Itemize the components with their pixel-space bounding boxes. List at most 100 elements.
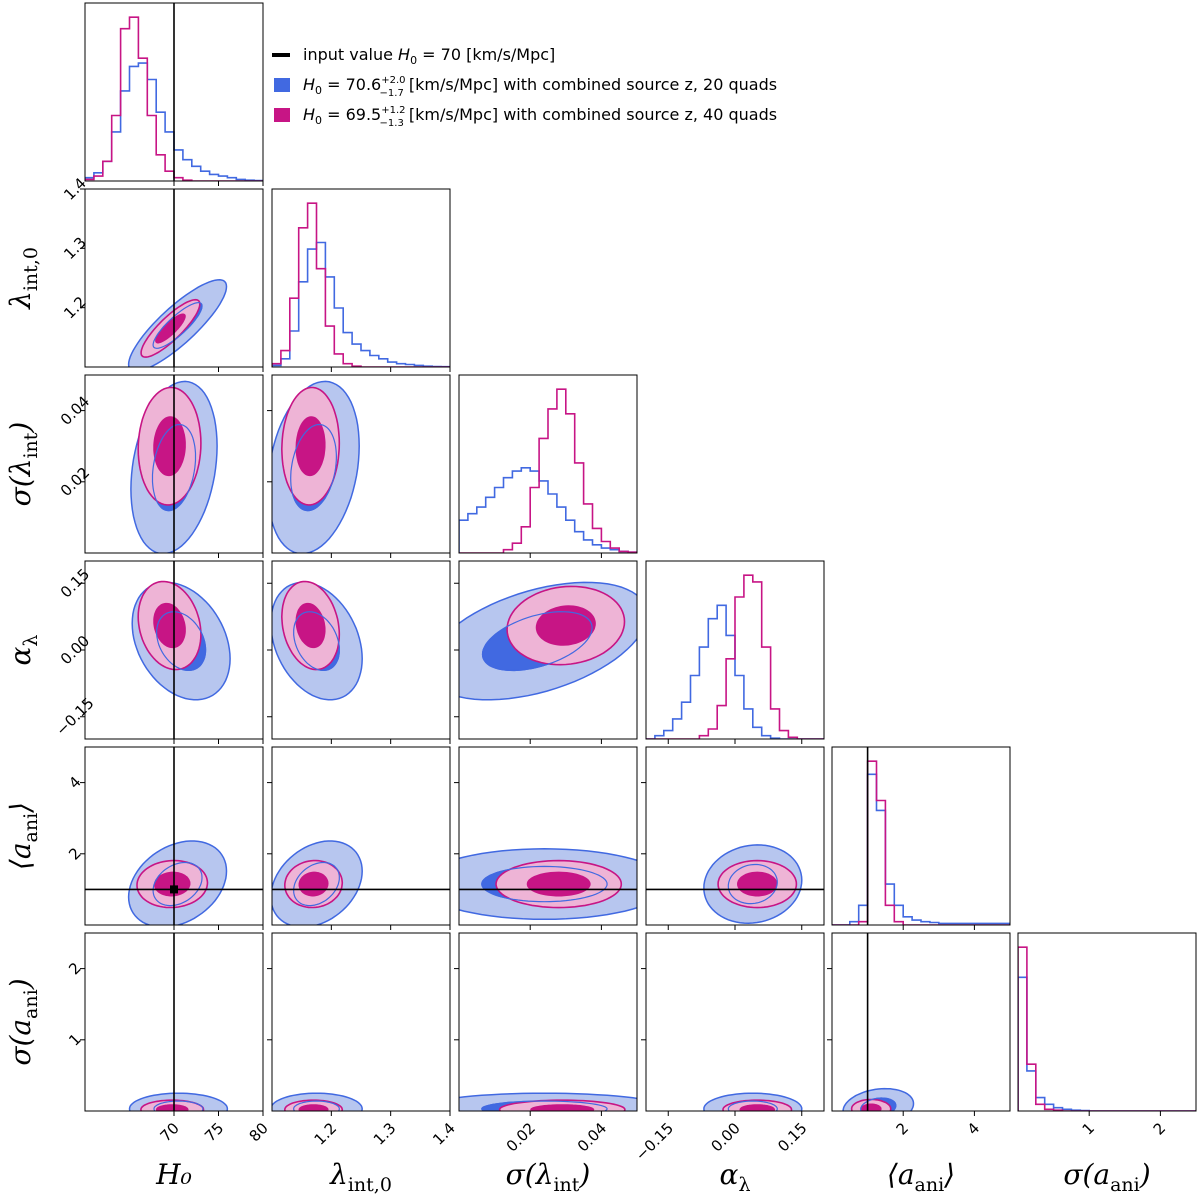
contour-40-inner [737,871,778,897]
legend: input value H0 = 70 [km/s/Mpc] H0 = 70.6+… [272,45,777,129]
contour-20-inner-line [290,423,338,512]
contour-panel-sig_lam-sig_a [459,1092,637,1111]
hist-panel-alpha [646,574,824,739]
contour-40-inner [526,871,591,897]
y-tick-label: 0.00 [57,632,93,668]
histogram-40-quads [85,16,263,181]
contour-panel-lam-sig_lam [272,380,360,553]
histogram-20-quads [459,467,637,553]
histogram-40-quads [832,760,1010,925]
panel-frame [1017,932,1197,1112]
contour-20-inner-line [155,611,207,671]
x-tick-label: 1 [1079,1119,1098,1138]
hist-panel-sig_lam [459,388,637,553]
contour-20-inner-line [860,1097,897,1111]
y-axis-label-sig_lam: σ(λint) [4,422,42,507]
x-tick-label: 70 [157,1119,183,1145]
panel-frame [458,932,638,1112]
x-tick-label: 0.02 [503,1119,539,1155]
truth-marker [170,885,178,894]
contour-40-inner [155,1104,189,1111]
contour-panel-lam-a_ani [272,840,450,925]
x-tick-label: 1.3 [370,1119,400,1149]
contour-panel-lam-sig_a [272,1092,363,1111]
legend-40-quads-swatch [274,108,290,122]
contour-40-inner [153,602,186,649]
panel-frame [271,746,451,926]
contour-20-inner-line [481,611,593,672]
y-axis-label-lam: λint,0 [4,247,42,310]
contour-40-inner [155,313,186,344]
legend-entry-20-quads: H0 = 70.6+2.0 −1.7 [km/s/Mpc] with combin… [303,75,777,99]
panel-frame [458,746,638,926]
contour-20-inner-line [152,301,203,349]
contour-20-inner-line [293,1100,340,1111]
y-axis-label-alpha: αλ [4,635,42,666]
contour-20-inner-line [293,611,340,671]
contour-40-inner [535,605,596,646]
x-tick-label: 0.00 [707,1119,743,1155]
contour-40-inner [739,1104,776,1111]
histogram-40-quads [1018,946,1196,1111]
contour-40-inner [860,1103,882,1111]
contour-panel-H0-lam [127,189,228,367]
legend-20-quads-swatch [274,78,290,92]
histogram-20-quads [1018,976,1196,1111]
y-tick-label: 0.02 [57,464,93,500]
x-tick-label: 1.4 [429,1119,459,1149]
contour-40-inner [298,1104,329,1111]
x-tick-label: 1.2 [311,1119,341,1149]
contour-panel-H0-a_ani [85,747,263,925]
y-tick-label: 0.04 [57,392,93,428]
contour-20-inner-line [152,861,203,907]
contour-panel-sig_lam-a_ani [459,848,637,921]
panel-frame [271,374,451,554]
histogram-40-quads [272,202,450,367]
contour-20-inner-line [151,423,197,512]
hist-panel-lam [272,202,450,367]
histogram-20-quads [832,773,1010,925]
hist-panel-sig_a [1018,946,1196,1111]
x-tick-label: 80 [246,1119,272,1145]
hist-panel-a_ani [832,747,1010,925]
panel-frame [831,932,1011,1112]
contour-panel-lam-alpha [272,580,363,701]
x-tick-label: 0.15 [774,1119,810,1155]
panel-frame [271,188,451,368]
x-axis-label-alpha: αλ [720,1158,751,1196]
contour-40-inner [153,416,186,477]
x-axis-label-lam: λint,0 [329,1158,392,1196]
y-tick-label: 0.15 [57,565,93,601]
contour-panel-H0-sig_a [128,933,229,1111]
contour-20-inner-line [481,865,608,903]
x-tick-label: 0.04 [574,1119,610,1155]
x-axis-label-sig_lam: σ(λint) [506,1158,591,1196]
histogram-20-quads [646,604,824,739]
x-tick-label: −0.15 [632,1119,677,1164]
hist-panel-H0 [85,3,263,181]
legend-entry-40-quads: H0 = 69.5+1.2 −1.3 [km/s/Mpc] with combin… [303,105,777,129]
contour-40-inner [295,416,326,477]
y-tick-label: −0.15 [52,694,97,739]
contour-20-inner-line [727,863,778,905]
contour-panel-H0-alpha [131,561,231,739]
contour-panel-alpha-a_ani [646,844,824,924]
contour-panel-sig_lam-alpha [459,581,637,701]
y-axis-label-sig_a: σ(aani) [4,978,42,1065]
contour-panel-a_ani-sig_a [842,933,915,1111]
contour-20-inner-line [481,1100,608,1111]
contour-20-inner-line [153,1100,204,1111]
panel-frame [271,932,451,1112]
histogram-40-quads [459,388,637,553]
x-axis-label-a_ani: ⟨aani⟩ [887,1158,955,1196]
contour-panel-H0-sig_lam [130,375,218,553]
x-axis-label-H0: H₀ [155,1158,192,1191]
x-tick-label: 4 [964,1119,983,1138]
contour-20-inner-line [727,1100,778,1111]
x-axis-label-sig_a: σ(aani) [1063,1158,1150,1196]
histogram-40-quads [646,574,824,739]
contour-20-inner-line [293,861,340,907]
x-tick-label: 2 [1150,1119,1169,1138]
contour-40-inner [530,1104,595,1111]
